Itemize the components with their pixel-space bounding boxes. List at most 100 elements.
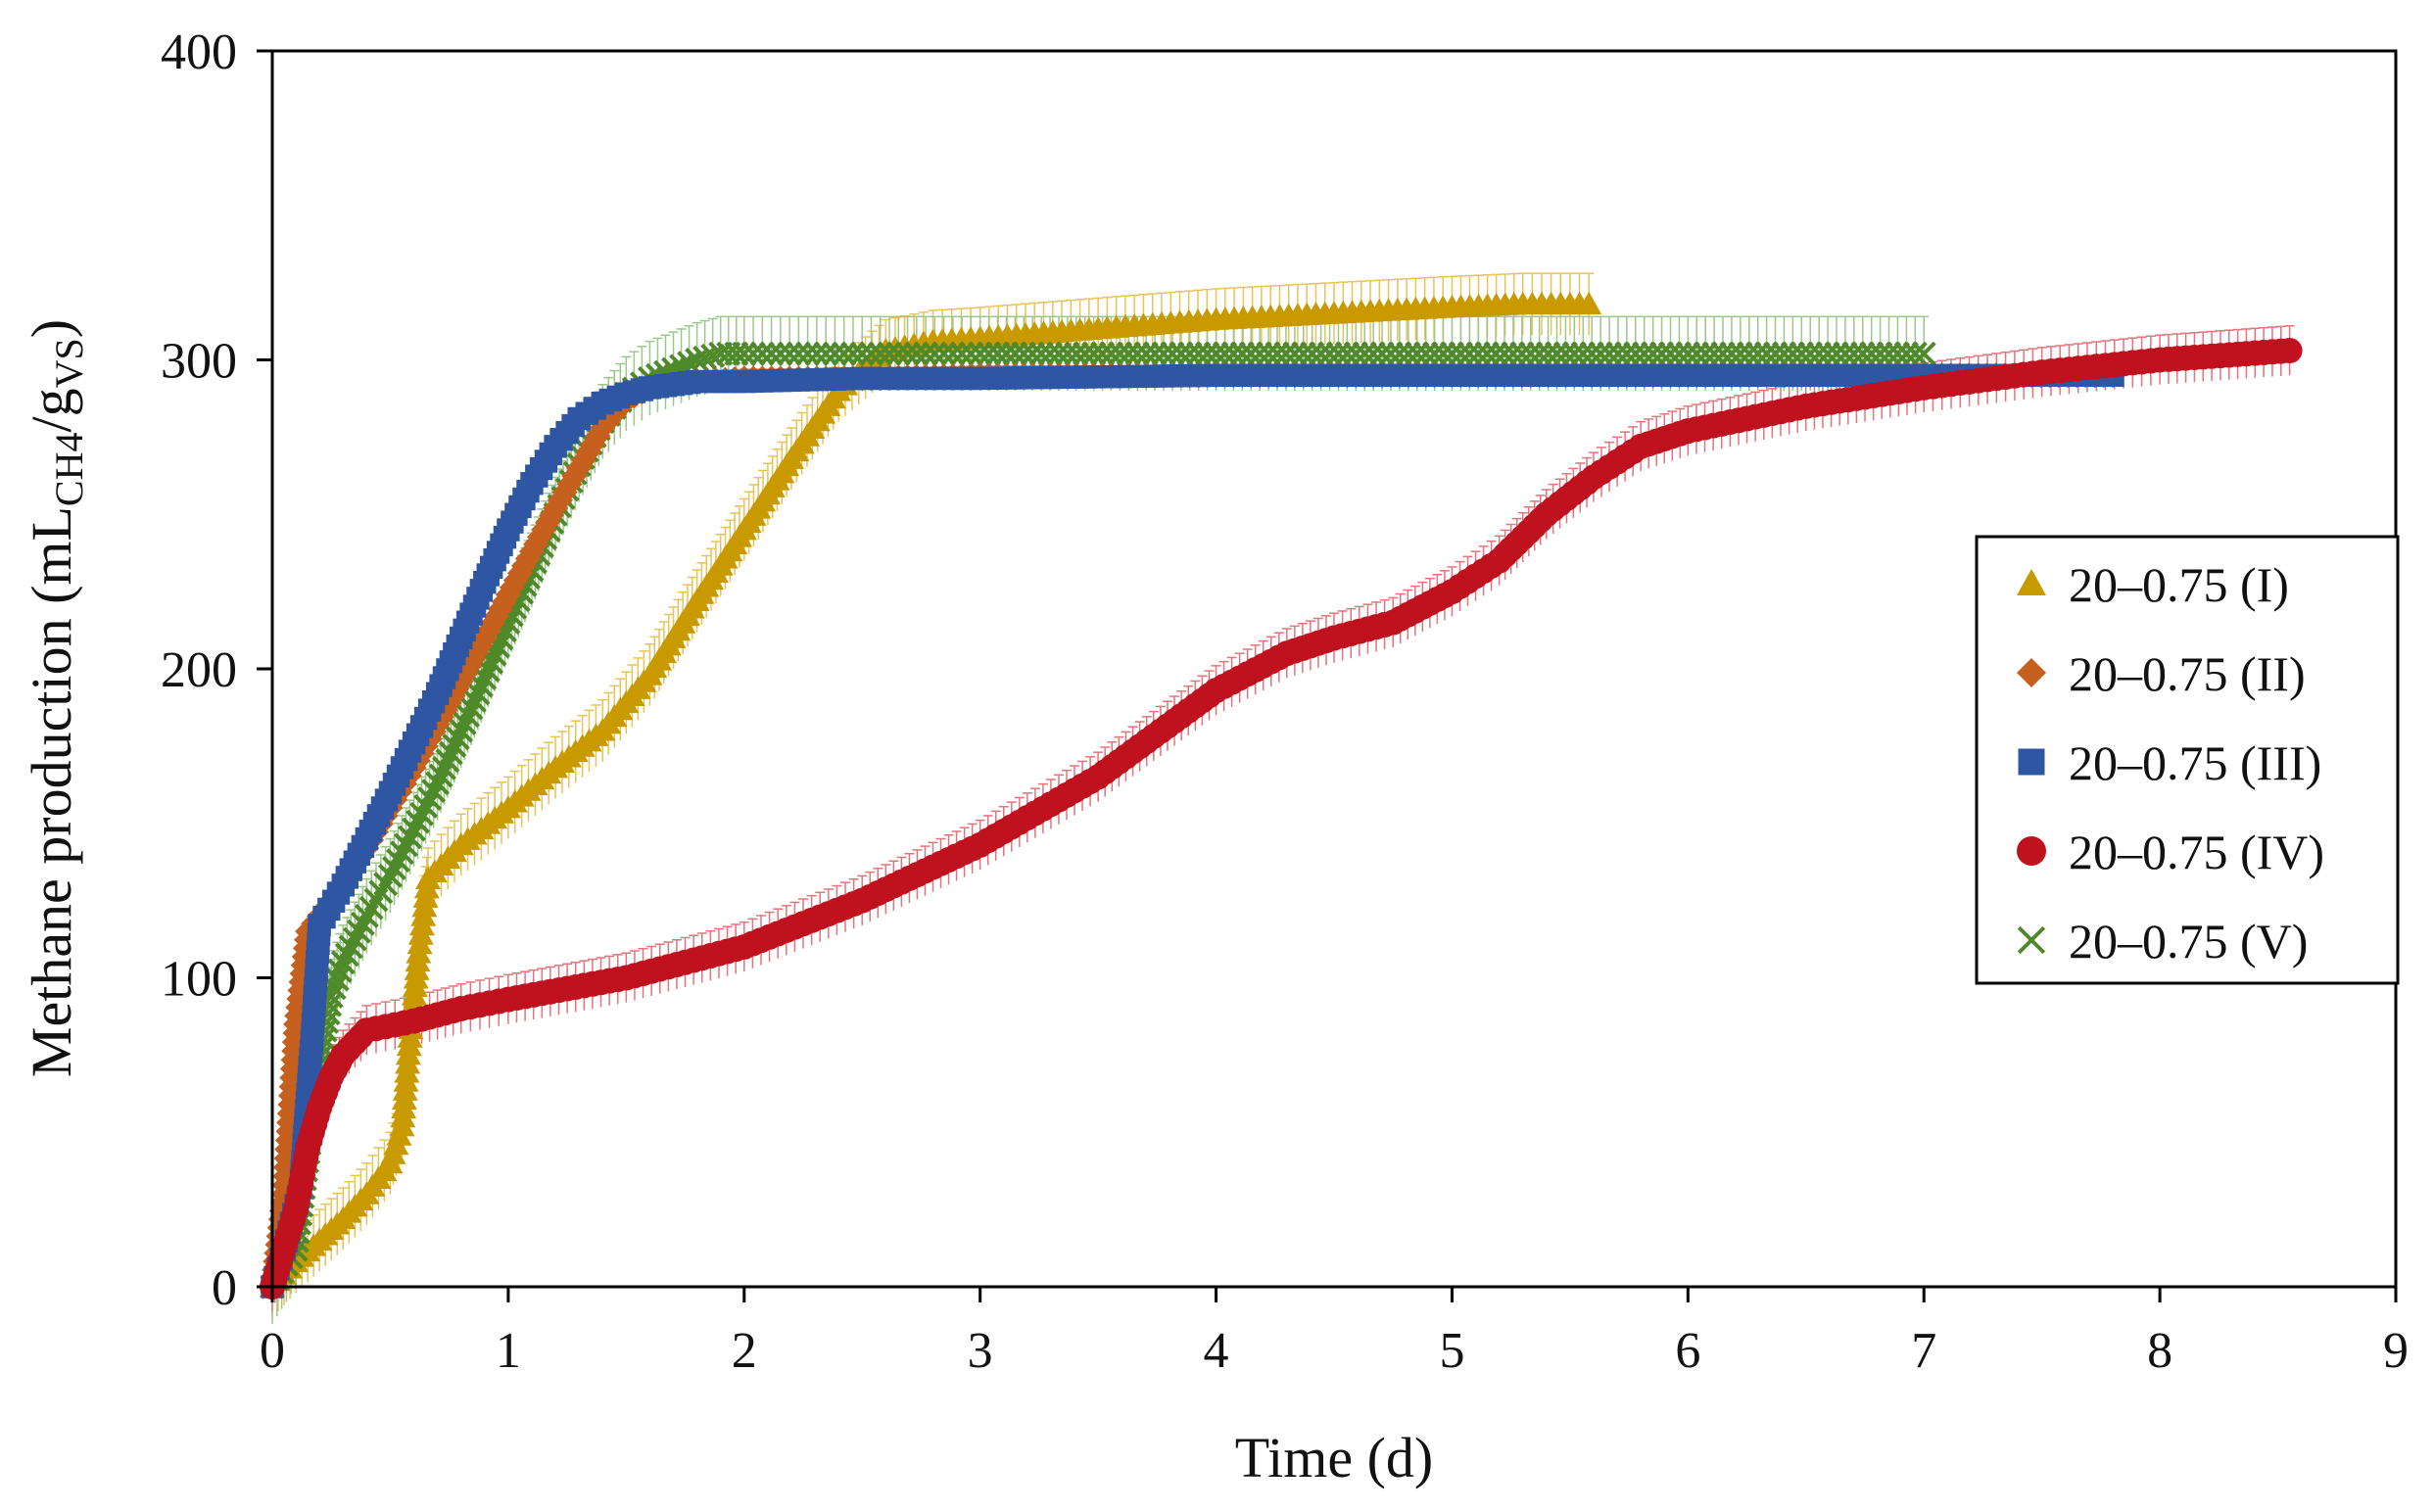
series-5-point (386, 848, 410, 874)
series-5-point-stroke (1868, 341, 1893, 366)
series-5-point-stroke (1658, 341, 1683, 366)
series-5-point-stroke (1081, 341, 1107, 366)
series-5-point (1160, 341, 1185, 366)
series-5-point-stroke (390, 840, 414, 866)
series-5-point (1142, 341, 1168, 366)
series-5-point-stroke (1309, 341, 1334, 366)
series-5-point (1439, 341, 1464, 366)
series-5-point (1229, 341, 1255, 366)
legend-label: 20–0.75 (III) (2069, 735, 2321, 790)
series-5-point-stroke (1028, 341, 1054, 366)
x-tick-label: 4 (1204, 1323, 1229, 1379)
series-5-point (895, 341, 921, 366)
series-5-point-stroke (1745, 341, 1771, 366)
series-5-point (1885, 341, 1910, 366)
legend-marker (2017, 925, 2046, 955)
series-5-point (1772, 341, 1796, 366)
series-5-point-stroke (1387, 341, 1412, 366)
series-1-error-bars (267, 272, 1595, 1318)
series-5-error-bars (267, 315, 1930, 1324)
series-5-point (1133, 341, 1159, 366)
series-5-point-stroke (1728, 341, 1753, 366)
x-axis-title: Time (d) (1235, 1426, 1434, 1489)
series-5-point (1396, 341, 1421, 366)
series-5-point (993, 341, 1019, 366)
series-5-point (786, 341, 811, 366)
series-5-point (1265, 341, 1290, 366)
series-5-point (732, 341, 757, 366)
legend-marker (2017, 658, 2046, 687)
series-5-point-stroke (1073, 341, 1098, 366)
series-5-point (877, 341, 902, 366)
series-5-point-stroke (904, 341, 930, 366)
series-5-point (1833, 341, 1858, 366)
series-5-point-stroke (868, 341, 893, 366)
series-5-point-stroke (1325, 341, 1351, 366)
series-5-point-stroke (1893, 341, 1919, 366)
series-5-point-stroke (1116, 341, 1141, 366)
series-5-point (804, 341, 830, 366)
series-5-point-stroke (958, 341, 983, 366)
series-5-point-stroke (1641, 341, 1666, 366)
series-5-point (1169, 341, 1194, 366)
series-5-point (1055, 341, 1080, 366)
x-tick-label: 0 (260, 1323, 285, 1379)
legend-entry-3: 20–0.75 (III) (2018, 735, 2321, 790)
series-5-point-stroke (840, 341, 866, 366)
series-5-point-stroke (1501, 341, 1526, 366)
series-5-point (1037, 341, 1063, 366)
series-1-markers (260, 291, 1602, 1298)
legend-items: 20–0.75 (I) 20–0.75 (II) 20–0.75 (III) 20–0… (2017, 557, 2324, 969)
series-5-point (1343, 341, 1368, 366)
series-5-point (1282, 341, 1308, 366)
series-5-point-stroke (732, 341, 757, 366)
series-5-point (1911, 341, 1936, 366)
series-5-point (1247, 341, 1272, 366)
series-5-point (445, 726, 470, 751)
y-tick-label: 200 (161, 642, 237, 698)
y-tick-label: 100 (161, 952, 237, 1008)
series-5-point-stroke (813, 341, 838, 366)
series-5-point (1763, 341, 1789, 366)
series-5-point (1020, 341, 1045, 366)
series-5-point (1641, 341, 1666, 366)
series-5-point (1570, 341, 1596, 366)
series-5-point-stroke (1597, 341, 1622, 366)
series-5-point (1177, 341, 1203, 366)
series-5-point-stroke (1859, 341, 1885, 366)
series-5-point-stroke (350, 911, 375, 936)
series-5-point-stroke (1177, 341, 1203, 366)
series-5-point (377, 863, 403, 888)
series-5-point-stroke (1797, 341, 1823, 366)
series-5-point (468, 673, 494, 698)
series-5-point-stroke (1465, 341, 1491, 366)
series-5-point-stroke (885, 341, 911, 366)
series-5-point-stroke (1902, 341, 1928, 366)
series-5-point-stroke (1527, 341, 1552, 366)
series-5-point (1623, 341, 1648, 366)
series-5-point-stroke (1064, 341, 1089, 366)
series-5-point-stroke (475, 657, 501, 683)
series-5-point-stroke (468, 673, 494, 698)
series-5-point (1632, 341, 1657, 366)
series-5-point (1256, 341, 1281, 366)
series-5-point (1684, 341, 1709, 366)
series-5-point-stroke (1666, 341, 1692, 366)
series-5-point (1492, 341, 1517, 366)
series-5-point (685, 348, 710, 372)
series-5-point-stroke (1037, 341, 1063, 366)
series-5-point (435, 748, 460, 774)
series-5-point (1902, 341, 1928, 366)
series-5-point (1081, 341, 1107, 366)
series-5-point-stroke (1124, 341, 1150, 366)
legend-entry-5: 20–0.75 (V) (2017, 914, 2308, 969)
series-5-point-stroke (1317, 341, 1343, 366)
y-axis-title-sub-vs: VS (47, 338, 91, 388)
series-5-point-stroke (1763, 341, 1789, 366)
series-5-point (1028, 341, 1054, 366)
series-5-point (1710, 341, 1736, 366)
series-5-point (1824, 341, 1849, 366)
series-5-point (922, 341, 947, 366)
series-5-point-stroke (1474, 341, 1500, 366)
